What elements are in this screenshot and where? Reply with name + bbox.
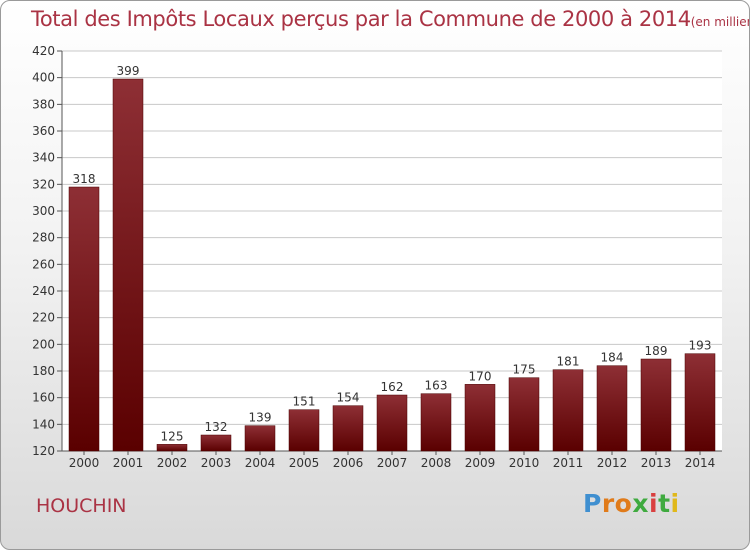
y-tick-label: 140 (32, 417, 55, 431)
logo-letter: r (601, 489, 615, 518)
bar (464, 384, 496, 452)
bar (288, 409, 320, 452)
chart-unit-label: (en milliers d'€) (690, 15, 749, 29)
bar (596, 365, 628, 452)
x-tick-label: 2001 (113, 456, 144, 470)
y-tick-label: 220 (32, 311, 55, 325)
logo-letter: i (649, 489, 659, 518)
bar (244, 425, 276, 452)
x-tick-label: 2012 (597, 456, 628, 470)
y-tick-label: 200 (32, 337, 55, 351)
bar (332, 405, 364, 452)
bar-value-label: 154 (337, 391, 360, 405)
y-tick-label: 420 (32, 44, 55, 58)
y-tick-label: 120 (32, 444, 55, 458)
bar-value-label: 175 (513, 363, 536, 377)
bar (508, 377, 540, 452)
bar (156, 444, 188, 452)
x-tick-label: 2000 (69, 456, 100, 470)
bar-value-label: 132 (205, 420, 228, 434)
bar (68, 186, 100, 452)
bar-value-label: 151 (293, 395, 316, 409)
chart-title: Total des Impôts Locaux perçus par la Co… (31, 7, 749, 31)
y-tick-label: 320 (32, 177, 55, 191)
logo-letter: x (632, 489, 649, 518)
bar (200, 434, 232, 452)
x-tick-label: 2011 (553, 456, 584, 470)
y-tick-label: 400 (32, 71, 55, 85)
y-tick-label: 340 (32, 151, 55, 165)
y-tick-label: 160 (32, 391, 55, 405)
proxiti-logo: Proxiti (583, 489, 680, 518)
x-tick-label: 2004 (245, 456, 276, 470)
y-tick-label: 360 (32, 124, 55, 138)
x-tick-label: 2009 (465, 456, 496, 470)
x-tick-label: 2005 (289, 456, 320, 470)
bar-value-label: 162 (381, 380, 404, 394)
y-tick-label: 380 (32, 97, 55, 111)
x-tick-label: 2006 (333, 456, 364, 470)
bar-value-label: 193 (689, 339, 712, 353)
logo-letter: t (658, 489, 671, 518)
chart-title-text: Total des Impôts Locaux perçus par la Co… (31, 7, 691, 31)
bar (640, 358, 672, 452)
bar-value-label: 184 (601, 351, 624, 365)
bar (420, 393, 452, 452)
x-tick-label: 2013 (641, 456, 672, 470)
x-tick-label: 2010 (509, 456, 540, 470)
bar (112, 78, 144, 452)
bar-value-label: 399 (117, 64, 140, 78)
bar-value-label: 189 (645, 344, 668, 358)
bar-value-label: 181 (557, 355, 580, 369)
bar (552, 369, 584, 452)
y-tick-label: 240 (32, 284, 55, 298)
x-tick-label: 2003 (201, 456, 232, 470)
commune-name: HOUCHIN (36, 495, 127, 517)
bar-value-label: 170 (469, 369, 492, 383)
bar (684, 353, 716, 452)
logo-letter: P (583, 489, 602, 518)
bar (376, 394, 408, 452)
bar-value-label: 125 (161, 429, 184, 443)
y-tick-label: 180 (32, 364, 55, 378)
y-tick-label: 300 (32, 204, 55, 218)
y-tick-label: 280 (32, 231, 55, 245)
x-tick-label: 2007 (377, 456, 408, 470)
x-tick-label: 2008 (421, 456, 452, 470)
x-tick-label: 2014 (685, 456, 716, 470)
x-tick-label: 2002 (157, 456, 188, 470)
bar-value-label: 139 (249, 411, 272, 425)
logo-letter: i (670, 489, 680, 518)
y-tick-label: 260 (32, 257, 55, 271)
logo-letter: o (614, 489, 633, 518)
bar-value-label: 318 (73, 172, 96, 186)
bar-value-label: 163 (425, 379, 448, 393)
